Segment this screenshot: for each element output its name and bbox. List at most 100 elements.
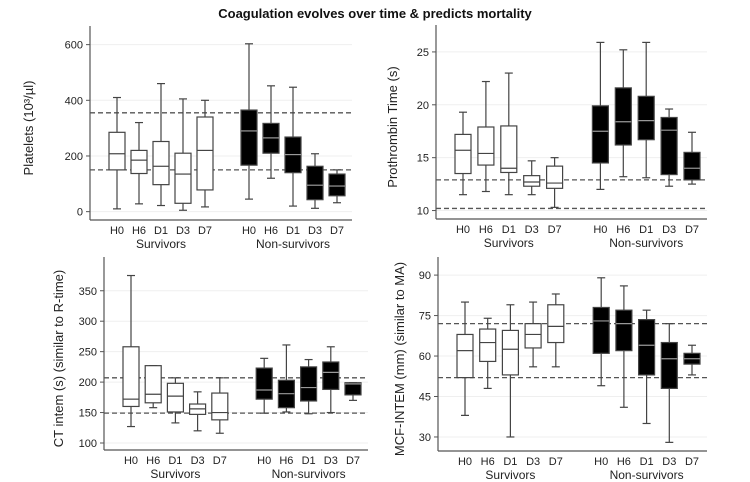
- box-survivors-h0: [122, 274, 140, 428]
- figure-title: Coagulation evolves over time & predicts…: [218, 6, 532, 21]
- box-non-survivors-h6: [262, 85, 280, 179]
- box-non-survivors-h0: [255, 357, 273, 414]
- box: [130, 149, 148, 175]
- x-tick-label: D1: [640, 456, 654, 468]
- x-tick-label: D7: [330, 225, 344, 237]
- box: [174, 152, 192, 204]
- x-tick-label: D3: [662, 224, 676, 236]
- y-tick-label: 45: [419, 392, 431, 404]
- group-label: Non-survivors: [610, 468, 684, 482]
- box-non-survivors-d1: [637, 41, 655, 179]
- box: [196, 116, 214, 191]
- x-tick-label: H6: [146, 455, 160, 467]
- x-tick-label: D3: [191, 455, 205, 467]
- x-tick-label: H0: [593, 224, 607, 236]
- box-non-survivors-d3: [660, 108, 678, 187]
- y-tick-label: 400: [65, 95, 83, 107]
- panel-2: 10 15 20 25 Prothrombin Time (s) H0 H6 D1 D3 D7 Su…: [385, 25, 707, 250]
- x-tick-label: D7: [549, 456, 563, 468]
- box-survivors-d1: [500, 72, 518, 196]
- x-tick-label: D3: [525, 224, 539, 236]
- x-tick-label: H0: [124, 455, 138, 467]
- y-tick-label: 20: [417, 100, 429, 112]
- y-tick-label: 30: [419, 432, 431, 444]
- y-tick-label: 350: [79, 286, 97, 298]
- y-tick-label: 15: [417, 153, 429, 165]
- x-tick-label: D7: [685, 224, 699, 236]
- box: [523, 175, 541, 187]
- box-non-survivors-d7: [683, 131, 701, 185]
- x-tick-label: D1: [503, 456, 517, 468]
- box-non-survivors-h6: [614, 49, 632, 178]
- box: [683, 151, 701, 181]
- x-tick-label: D1: [168, 455, 182, 467]
- group-label: Non-survivors: [272, 467, 346, 481]
- box-non-survivors-d3: [322, 346, 340, 414]
- box: [108, 131, 126, 171]
- x-tick-label: H6: [264, 225, 278, 237]
- box-non-survivors-h6: [277, 344, 295, 413]
- box: [240, 109, 258, 166]
- y-tick-label: 60: [419, 351, 431, 363]
- box-survivors-d7: [545, 157, 564, 208]
- x-tick-label: H6: [481, 456, 495, 468]
- box: [637, 95, 655, 141]
- box: [144, 365, 162, 404]
- y-axis-label: Platelets (10³/µl): [21, 81, 36, 176]
- box-non-survivors-h6: [615, 285, 633, 408]
- x-tick-label: H6: [132, 225, 146, 237]
- x-tick-label: H0: [458, 456, 472, 468]
- group-label: Survivors: [150, 467, 200, 481]
- box: [615, 309, 633, 352]
- box: [122, 346, 140, 408]
- box: [152, 140, 170, 186]
- box: [211, 392, 229, 421]
- box: [300, 366, 318, 402]
- x-tick-label: D1: [639, 224, 653, 236]
- x-tick-label: D3: [662, 456, 676, 468]
- box-survivors-d3: [189, 391, 207, 432]
- box: [660, 341, 678, 390]
- x-tick-label: D1: [154, 225, 168, 237]
- x-tick-label: D1: [302, 455, 316, 467]
- box: [479, 328, 497, 363]
- box-non-survivors-d1: [637, 309, 656, 425]
- box: [660, 116, 678, 176]
- group-label: Non-survivors: [256, 237, 330, 251]
- x-tick-label: D7: [346, 455, 360, 467]
- box: [166, 382, 184, 413]
- box: [477, 126, 495, 166]
- x-tick-label: D1: [286, 225, 300, 237]
- box: [306, 165, 324, 201]
- x-tick-label: D7: [213, 455, 227, 467]
- box-non-survivors-d1: [284, 86, 302, 207]
- box-survivors-h0: [108, 96, 126, 210]
- x-tick-label: H6: [479, 224, 493, 236]
- x-tick-label: D7: [548, 224, 562, 236]
- box: [255, 367, 273, 400]
- y-tick-label: 100: [79, 438, 97, 450]
- y-axis-label: Prothrombin Time (s): [385, 66, 400, 187]
- x-tick-label: H0: [242, 225, 256, 237]
- panel-4: 30 45 60 75 90 MCF-INTEM (mm) (similar to MA)…: [392, 257, 707, 482]
- box: [344, 382, 362, 396]
- box-survivors-d1: [166, 377, 184, 424]
- y-axis-label: MCF-INTEM (mm) (similar to MA): [392, 262, 407, 456]
- x-tick-label: H0: [594, 456, 608, 468]
- x-tick-label: D7: [198, 225, 212, 237]
- box-non-survivors-d7: [328, 169, 346, 204]
- box: [547, 304, 565, 344]
- y-tick-label: 150: [79, 408, 97, 420]
- box: [322, 361, 340, 391]
- box: [545, 165, 564, 189]
- box-survivors-d7: [547, 293, 565, 368]
- box-survivors-d7: [211, 377, 229, 434]
- x-tick-label: D3: [324, 455, 338, 467]
- box-survivors-d3: [524, 301, 542, 368]
- x-tick-label: D3: [176, 225, 190, 237]
- box-survivors-d1: [152, 83, 170, 207]
- box-survivors-h6: [144, 365, 162, 409]
- y-tick-label: 200: [65, 151, 83, 163]
